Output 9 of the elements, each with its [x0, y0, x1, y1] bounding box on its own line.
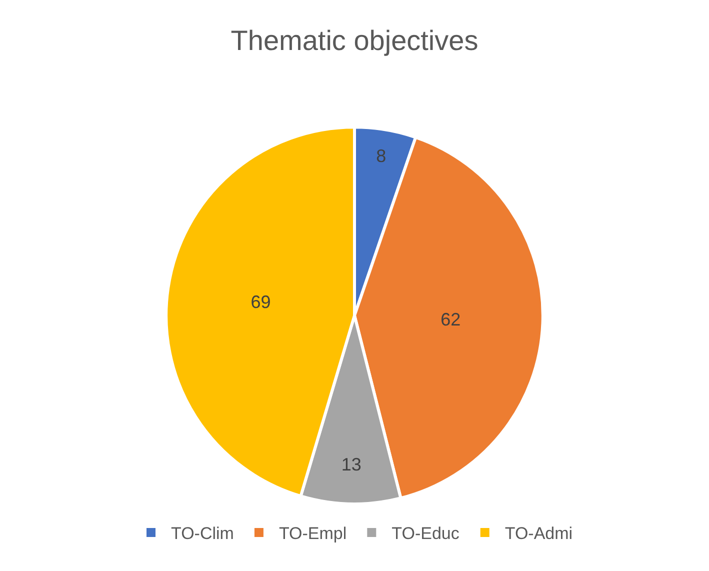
data-label: 8 — [376, 146, 386, 166]
legend-label: TO-Educ — [392, 524, 460, 544]
data-label: 62 — [440, 309, 461, 330]
legend-label: TO-Admi — [504, 524, 573, 544]
data-label: 13 — [341, 454, 362, 474]
data-label: 69 — [250, 292, 271, 312]
chart-title: Thematic objectives — [230, 24, 478, 56]
legend-label: TO-Empl — [278, 524, 347, 544]
legend-label: TO-Clim — [171, 524, 234, 544]
